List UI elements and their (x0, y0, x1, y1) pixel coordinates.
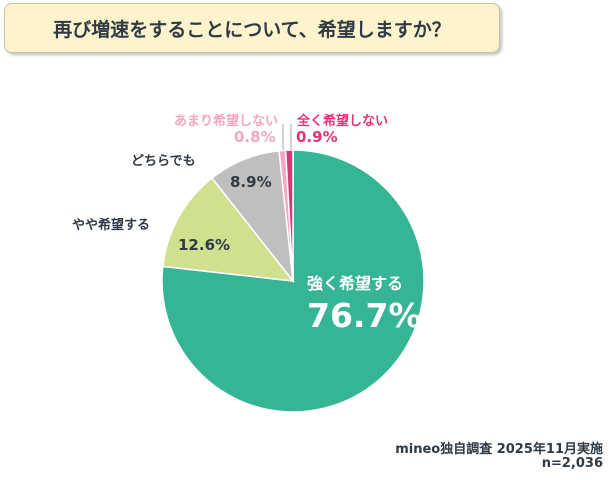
value-strongly-want: 76.7% (307, 296, 422, 335)
value-somewhat-want: 12.6% (178, 236, 231, 254)
label-somewhat-want: やや希望する (72, 218, 151, 233)
chart-title: 再び増速をすることについて、希望しますか？ (4, 3, 500, 53)
label-not-at-all-want: 全く希望しない (297, 114, 389, 129)
source-note: mineo独自調査 2025年11月実施 (395, 442, 603, 457)
value-not-much-want: 0.8% (234, 128, 276, 146)
sample-size: n=2,036 (541, 456, 603, 471)
slice-not-at-all-want (284, 149, 294, 282)
value-not-at-all-want: 0.9% (296, 128, 338, 146)
value-either: 8.9% (230, 173, 272, 191)
label-strongly-want: 強く希望する (307, 274, 404, 293)
label-not-much-want: あまり希望しない (174, 114, 279, 129)
label-either: どちらでも (131, 154, 196, 169)
slice-somewhat-want (161, 176, 295, 282)
